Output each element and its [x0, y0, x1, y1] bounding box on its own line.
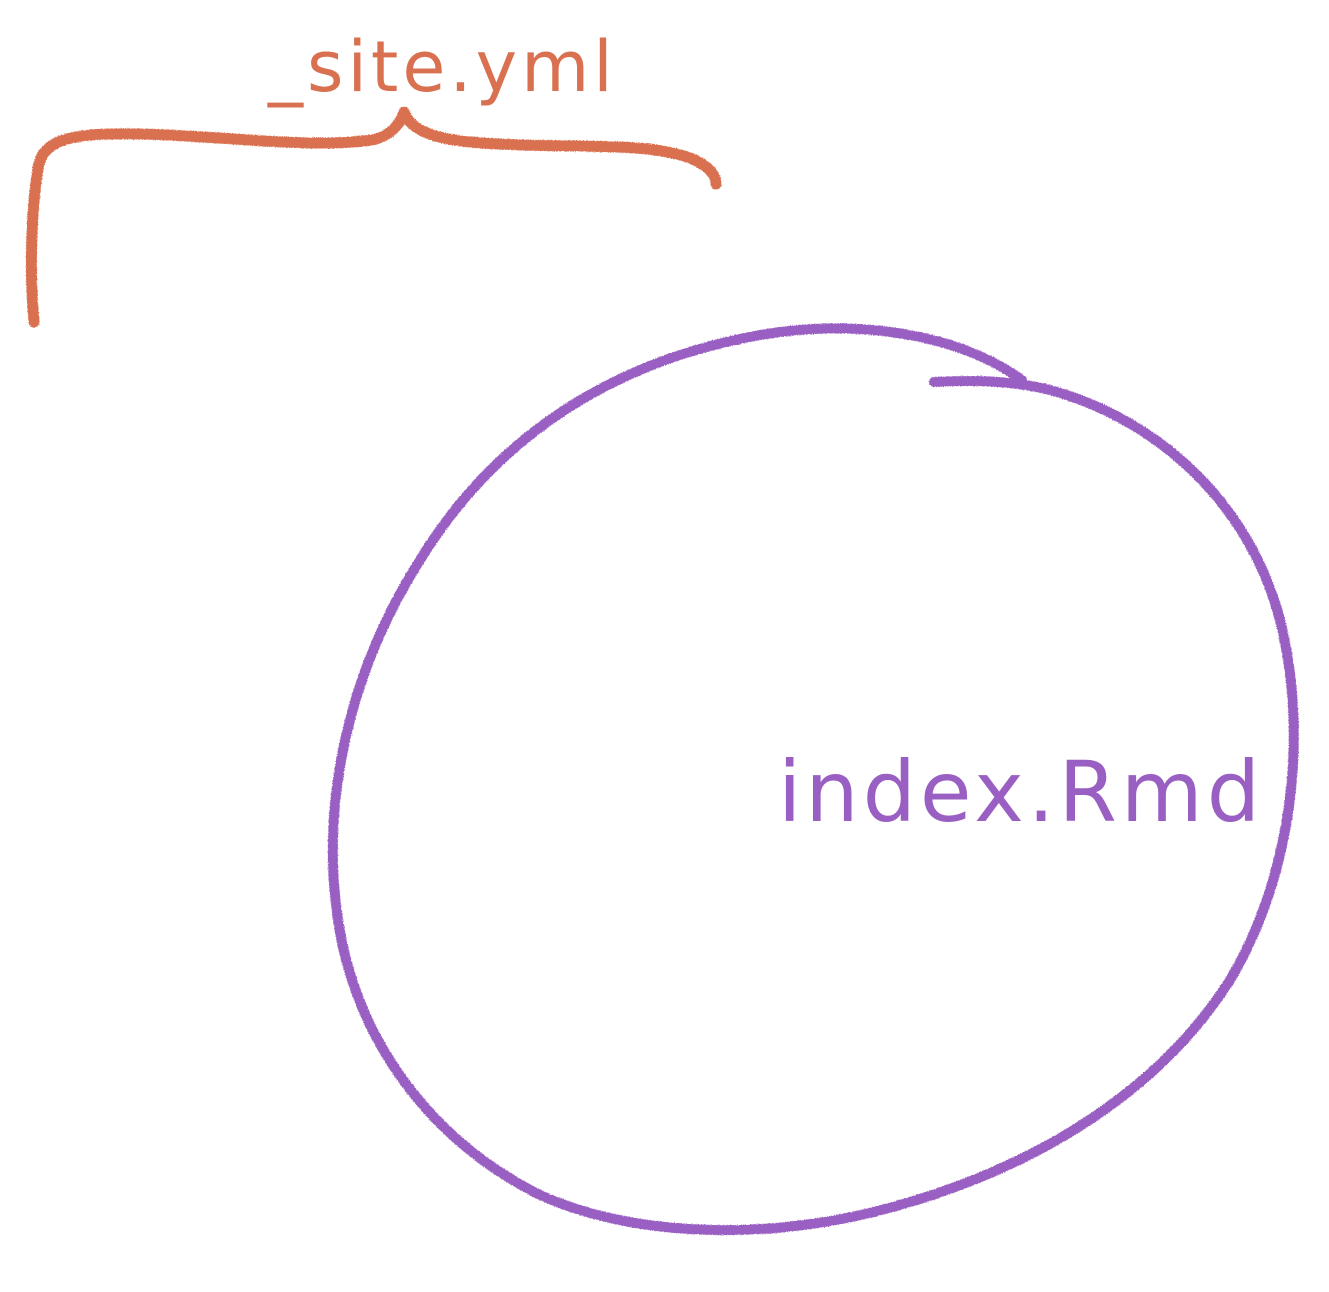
index-rmd-label: index.Rmd — [778, 743, 1265, 841]
index-circle — [327, 323, 1299, 1236]
site-yml-label: _site.yml — [268, 26, 617, 108]
site-brace — [25, 106, 722, 328]
